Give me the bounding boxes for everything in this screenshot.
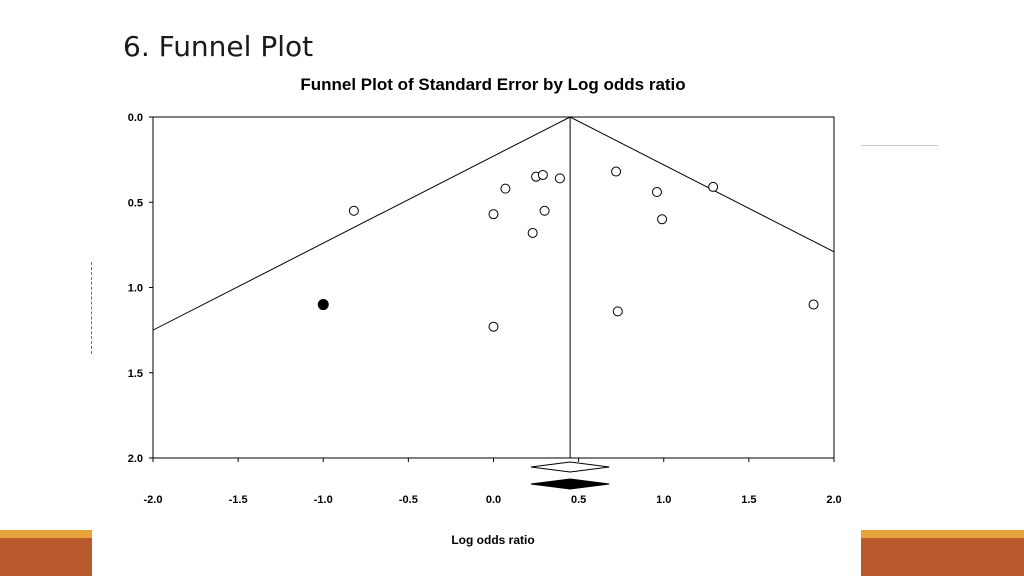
y-tick-label: 1.5 <box>128 368 143 380</box>
footer-accent-left-brown <box>0 538 92 576</box>
study-point <box>708 181 719 192</box>
study-point <box>651 187 662 198</box>
study-point <box>554 173 565 184</box>
decorative-dashed-line <box>91 262 92 354</box>
chart-panel <box>92 70 861 558</box>
study-point <box>808 299 819 310</box>
study-point <box>527 227 538 238</box>
footer-accent-right-orange <box>861 530 1024 538</box>
x-tick-label: -1.5 <box>229 494 248 506</box>
summary-diamond-open <box>530 461 610 473</box>
x-tick-label: 1.0 <box>656 494 671 506</box>
slide-title: 6. Funnel Plot <box>123 30 314 63</box>
footer-accent-left-orange <box>0 530 92 538</box>
study-point <box>612 306 623 317</box>
y-tick-label: 1.0 <box>128 283 143 295</box>
filled-study-point <box>317 299 329 311</box>
footer-accent-right-brown <box>861 538 1024 576</box>
x-tick-label: 0.0 <box>486 494 501 506</box>
funnel-right-line <box>569 117 834 253</box>
study-point <box>500 183 511 194</box>
summary-diamond-filled <box>530 478 610 490</box>
funnel-left-line <box>153 117 571 331</box>
study-point <box>348 205 359 216</box>
plot-area: -2.0 -1.5 -1.0 -0.5 0.0 0.5 1.0 1.5 2.0 0.0 0.5 1.0… <box>128 112 842 506</box>
footer-accent-right <box>861 530 1024 576</box>
footer-accent-left <box>0 530 92 576</box>
x-tick-label: -0.5 <box>399 494 418 506</box>
study-point <box>537 169 548 180</box>
x-axis-label: Log odds ratio <box>451 533 534 547</box>
plot-frame <box>152 116 835 459</box>
study-point <box>488 209 499 220</box>
study-point <box>488 321 499 332</box>
x-tick-label: -2.0 <box>144 494 163 506</box>
x-tick-label: 0.5 <box>571 494 586 506</box>
y-tick-label: 0.0 <box>128 112 143 124</box>
study-point <box>657 214 668 225</box>
decorative-gray-line <box>861 145 938 146</box>
chart-title: Funnel Plot of Standard Error by Log odd… <box>300 75 685 94</box>
x-tick-label: 2.0 <box>826 494 841 506</box>
x-tick-label: -1.0 <box>314 494 333 506</box>
study-point <box>539 205 550 216</box>
x-tick-label: 1.5 <box>741 494 756 506</box>
y-tick-label: 2.0 <box>128 453 143 465</box>
y-tick-label: 0.5 <box>128 197 143 209</box>
study-point <box>611 166 622 177</box>
